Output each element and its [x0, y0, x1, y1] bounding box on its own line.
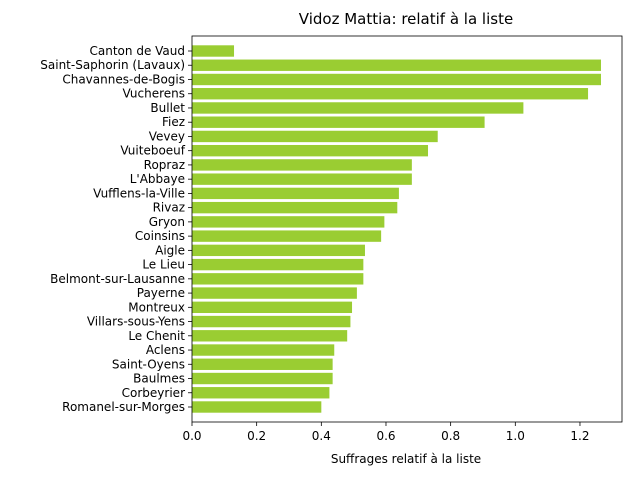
y-tick-label: Romanel-sur-Morges	[62, 400, 185, 414]
bar	[192, 401, 322, 413]
y-tick-label: Vuiteboeuf	[120, 144, 185, 158]
y-tick-label: L'Abbaye	[130, 172, 185, 186]
y-tick-label: Belmont-sur-Lausanne	[50, 272, 185, 286]
y-tick-label: Rivaz	[153, 201, 185, 215]
bar	[192, 372, 333, 385]
bar	[192, 330, 348, 342]
y-tick-label: Le Lieu	[142, 258, 185, 272]
y-tick-label: Ropraz	[144, 158, 185, 172]
x-tick-label: 0.2	[247, 429, 266, 443]
bar	[192, 387, 330, 399]
y-tick-label: Gryon	[149, 215, 185, 229]
x-tick-label: 1.2	[570, 429, 589, 443]
x-tick-label: 0.0	[182, 429, 201, 443]
bar	[192, 102, 524, 114]
bar	[192, 130, 438, 143]
x-ticks: 0.0 0.2 0.4 0.6 0.8 1.0 1.2	[182, 422, 590, 443]
chart-title: Vidoz Mattia: relatif à la liste	[299, 10, 513, 28]
bar	[192, 244, 365, 257]
x-tick-label: 0.4	[312, 429, 331, 443]
bar	[192, 230, 382, 242]
bar	[192, 258, 364, 271]
bar	[192, 88, 589, 100]
bar	[192, 116, 485, 128]
x-tick-label: 0.8	[441, 429, 460, 443]
y-tick-label: Vufflens-la-Ville	[93, 186, 185, 200]
bar	[192, 201, 398, 214]
bar	[192, 344, 335, 356]
axes-frame	[191, 35, 623, 423]
y-tick-label: Vucherens	[123, 87, 186, 101]
bar	[192, 173, 412, 185]
bar	[192, 73, 601, 86]
y-tick-label: Payerne	[137, 286, 185, 300]
x-tick-label: 0.6	[376, 429, 395, 443]
x-axis-label: Suffrages relatif à la liste	[331, 452, 481, 466]
y-tick-label: Montreux	[128, 300, 185, 314]
bar	[192, 144, 429, 157]
y-tick-label: Vevey	[149, 129, 185, 143]
bar	[192, 216, 385, 228]
y-tick-label: Chavannes-de-Bogis	[62, 72, 185, 86]
y-tick-label: Aigle	[155, 243, 185, 257]
y-tick-label: Fiez	[162, 115, 185, 129]
y-tick-label: Saint-Saphorin (Lavaux)	[40, 58, 185, 72]
x-tick-label: 1.0	[506, 429, 525, 443]
bar	[192, 59, 601, 71]
y-tick-label: Villars-sous-Yens	[87, 315, 185, 329]
plot-frame	[191, 35, 623, 423]
y-tick-label: Le Chenit	[128, 329, 185, 343]
bar	[192, 187, 399, 200]
bar	[192, 273, 364, 285]
bar	[192, 358, 333, 370]
y-tick-label: Aclens	[146, 343, 185, 357]
y-tick-label: Corbeyrier	[122, 386, 185, 400]
y-tick-label: Bullet	[150, 101, 185, 115]
bar	[192, 159, 412, 171]
y-tick-label: Canton de Vaud	[90, 44, 185, 58]
bars-group	[192, 45, 601, 413]
y-tick-label: Saint-Oyens	[112, 357, 185, 371]
bar	[192, 301, 353, 314]
y-tick-label: Baulmes	[133, 372, 185, 386]
bar	[192, 315, 351, 328]
bar	[192, 287, 357, 299]
bar	[192, 45, 235, 57]
y-tick-label: Coinsins	[135, 229, 185, 243]
